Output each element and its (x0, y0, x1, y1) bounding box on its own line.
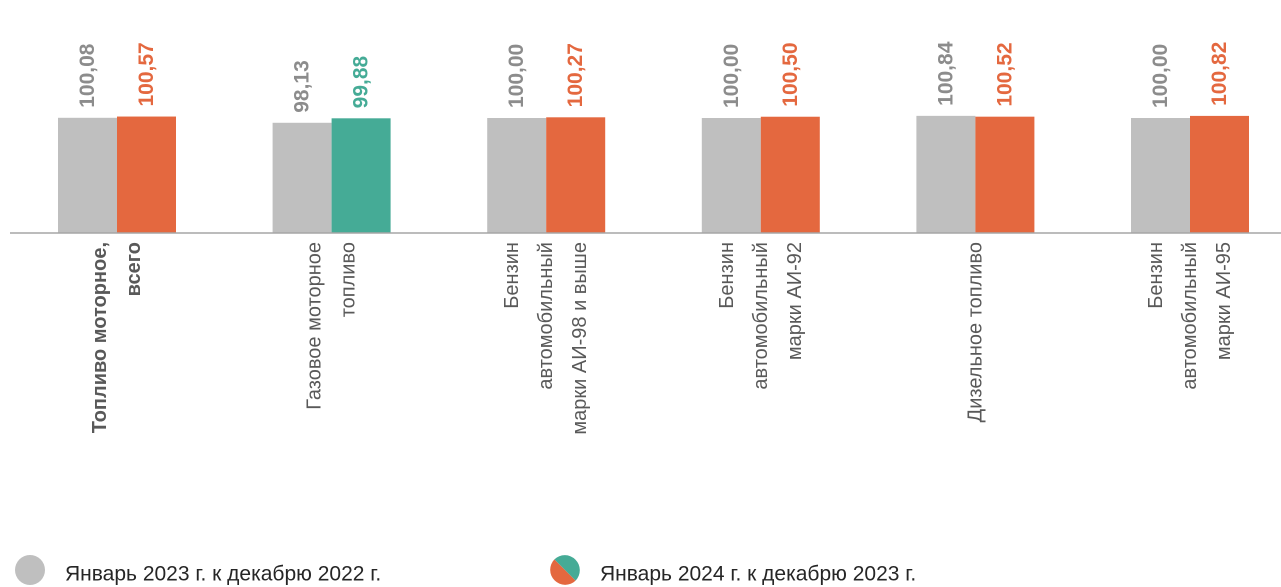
legend-label: Январь 2024 г. к декабрю 2023 г. (600, 563, 916, 586)
legend-label: Январь 2023 г. к декабрю 2022 г. (65, 563, 381, 586)
bar (760, 116, 820, 233)
bar (1131, 118, 1190, 233)
bar (701, 118, 761, 233)
x-tick-label: Бензин (501, 242, 523, 309)
x-tick-label: Бензин (1145, 242, 1167, 309)
value-label: 100,50 (779, 42, 802, 106)
bar (975, 116, 1035, 233)
x-tick-label: Топливо моторное, (89, 242, 111, 433)
value-label: 100,08 (76, 43, 99, 108)
value-label: 100,00 (505, 44, 528, 108)
bar (1190, 115, 1249, 233)
legend-icon (550, 559, 576, 585)
bar (487, 118, 547, 233)
x-tick-label: всего (123, 242, 145, 296)
x-tick-label: Бензин (716, 242, 738, 309)
bar (916, 115, 976, 233)
x-tick-label: марки АИ-92 (784, 242, 806, 360)
x-tick-label: топливо (338, 242, 360, 317)
value-label: 100,27 (564, 43, 587, 107)
bar (546, 117, 606, 233)
x-tick-label: Газовое моторное (304, 242, 326, 410)
x-tick-label: Дизельное топливо (964, 242, 986, 422)
value-label: 99,88 (350, 55, 373, 108)
x-tick-label: марки АИ-95 (1213, 242, 1235, 360)
x-tick-label: марки АИ-98 и выше (569, 242, 591, 435)
value-label: 100,82 (1208, 42, 1231, 106)
bar (331, 118, 391, 233)
legend-icon (554, 555, 580, 581)
bar (272, 122, 332, 233)
x-tick-label: автомобильный (535, 242, 557, 390)
bar (58, 117, 117, 233)
bar (117, 116, 176, 233)
x-tick-label: автомобильный (1179, 242, 1201, 390)
x-tick-label: автомобильный (750, 242, 772, 390)
value-label: 100,00 (1149, 44, 1172, 108)
value-label: 100,00 (720, 44, 743, 108)
legend-icon (15, 555, 45, 585)
value-label: 100,57 (135, 42, 158, 106)
value-label: 100,52 (993, 42, 1016, 106)
value-label: 98,13 (291, 60, 314, 113)
value-label: 100,84 (934, 41, 957, 106)
